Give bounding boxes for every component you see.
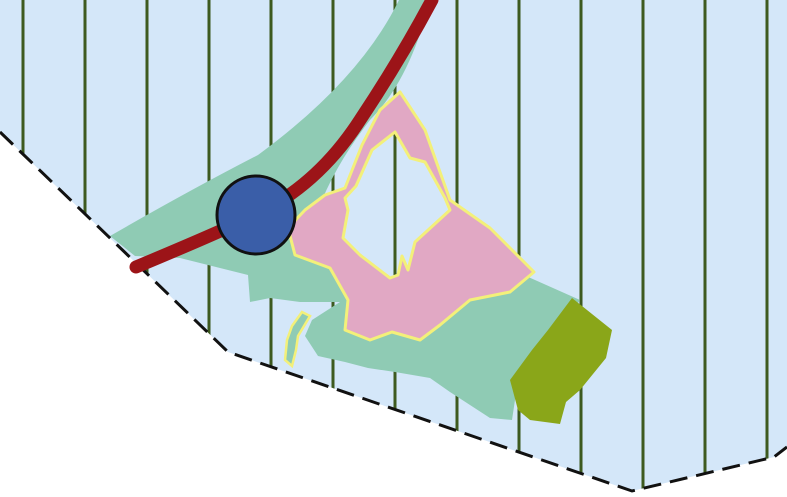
inlet-zone	[283, 310, 312, 369]
road	[129, 0, 439, 274]
circle-marker[interactable]	[215, 174, 297, 256]
dashed-boundary	[0, 130, 787, 493]
olive-zone	[510, 298, 612, 424]
pink-zone	[286, 90, 536, 342]
green-zone	[110, 0, 580, 420]
